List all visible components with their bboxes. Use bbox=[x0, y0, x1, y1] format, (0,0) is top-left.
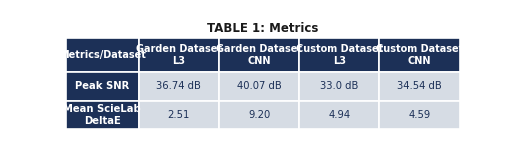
Text: Custom Dataset
L3: Custom Dataset L3 bbox=[295, 44, 383, 66]
Text: Garden Dataset
L3: Garden Dataset L3 bbox=[136, 44, 222, 66]
Bar bbox=[219, 72, 299, 101]
Text: 4.94: 4.94 bbox=[328, 110, 350, 120]
Bar bbox=[379, 72, 460, 101]
Text: 40.07 dB: 40.07 dB bbox=[237, 81, 282, 92]
Text: 34.54 dB: 34.54 dB bbox=[397, 81, 442, 92]
Text: 36.74 dB: 36.74 dB bbox=[156, 81, 201, 92]
Bar bbox=[299, 72, 379, 101]
Text: 33.0 dB: 33.0 dB bbox=[320, 81, 358, 92]
Bar bbox=[139, 101, 219, 129]
Text: 9.20: 9.20 bbox=[248, 110, 270, 120]
Bar bbox=[66, 101, 139, 129]
Text: Custom Dataset
CNN: Custom Dataset CNN bbox=[376, 44, 463, 66]
Bar bbox=[66, 38, 139, 72]
Text: 2.51: 2.51 bbox=[167, 110, 190, 120]
Bar bbox=[299, 101, 379, 129]
Text: Peak SNR: Peak SNR bbox=[75, 81, 130, 92]
Bar bbox=[379, 38, 460, 72]
Text: Garden Dataset
CNN: Garden Dataset CNN bbox=[216, 44, 302, 66]
Text: 4.59: 4.59 bbox=[409, 110, 431, 120]
Bar bbox=[139, 72, 219, 101]
Bar bbox=[66, 72, 139, 101]
Bar bbox=[139, 38, 219, 72]
Bar bbox=[219, 101, 299, 129]
Bar bbox=[379, 101, 460, 129]
Text: TABLE 1: Metrics: TABLE 1: Metrics bbox=[207, 22, 318, 35]
Bar bbox=[299, 38, 379, 72]
Text: Mean ScieLab
DeltaE: Mean ScieLab DeltaE bbox=[63, 104, 141, 126]
Bar bbox=[219, 38, 299, 72]
Text: Metrics/Dataset: Metrics/Dataset bbox=[59, 50, 146, 60]
